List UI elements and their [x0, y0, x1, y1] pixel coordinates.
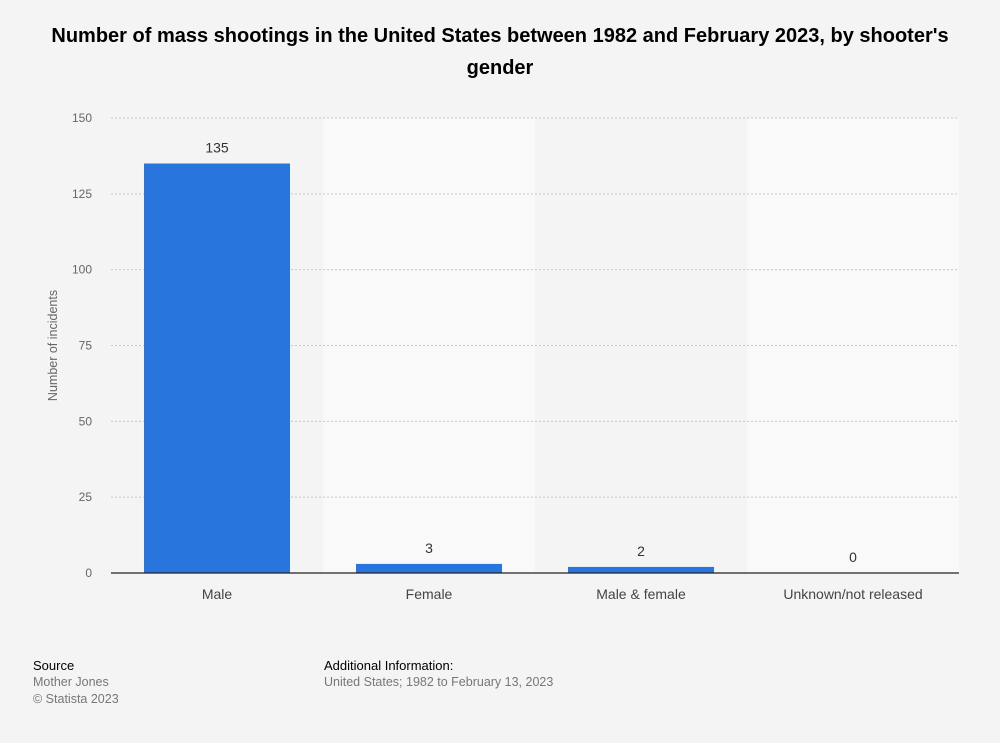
bar: [568, 566, 714, 573]
y-tick-label: 150: [72, 111, 92, 125]
x-tick-label: Unknown/not released: [783, 586, 922, 602]
data-label: 135: [205, 140, 229, 156]
source-name[interactable]: Mother Jones: [33, 675, 109, 689]
y-tick-label: 125: [72, 187, 92, 201]
bar: [144, 163, 290, 573]
y-tick-label: 75: [79, 339, 93, 353]
x-tick-label: Male & female: [596, 586, 686, 602]
data-label: 2: [637, 543, 645, 559]
x-tick-label: Male: [202, 586, 233, 602]
bar: [356, 563, 502, 573]
y-tick-label: 50: [79, 414, 93, 428]
additional-info-label: Additional Information:: [324, 658, 454, 673]
data-label: 0: [849, 549, 857, 565]
source-label: Source: [33, 658, 75, 673]
y-tick-label: 25: [79, 490, 93, 504]
y-tick-label: 100: [72, 263, 92, 277]
data-label: 3: [425, 540, 433, 556]
chart-title: Number of mass shootings in the United S…: [51, 25, 949, 79]
source-block: Source Mother Jones © Statista 2023: [33, 657, 119, 708]
y-axis-title: Number of incidents: [46, 290, 60, 401]
bar-chart: 0 25 50 75 100 125 150 Number of incidents 135 Ma…: [46, 111, 959, 602]
x-tick-label: Female: [406, 586, 453, 602]
additional-info-text: United States; 1982 to February 13, 2023: [324, 675, 554, 689]
additional-info-block: Additional Information: United States; 1…: [324, 657, 553, 691]
y-tick-label: 0: [85, 566, 92, 580]
copyright-text: © Statista 2023: [33, 692, 119, 706]
